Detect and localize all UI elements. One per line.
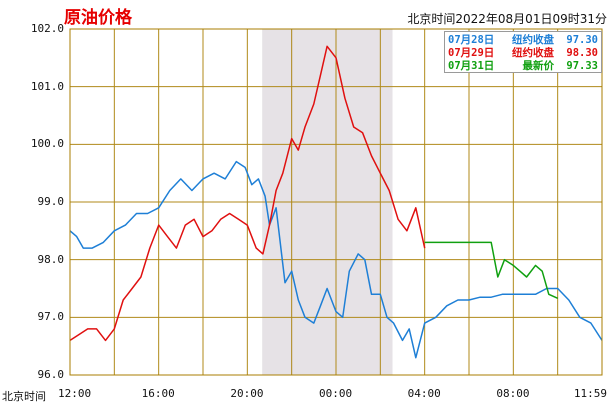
series-line-1 bbox=[69, 160, 603, 359]
legend-row-jul31: 07月31日 最新价 97.33 bbox=[448, 59, 598, 73]
y-tick-label: 98.0 bbox=[37, 252, 65, 266]
chart-title: 原油价格 bbox=[64, 8, 132, 28]
x-tick-label: 12:00 bbox=[58, 387, 92, 400]
series-layer bbox=[69, 45, 603, 359]
series-line-2 bbox=[69, 45, 426, 342]
y-tick-label: 99.0 bbox=[37, 195, 65, 208]
legend-value: 98.30 bbox=[566, 47, 598, 59]
legend-value: 97.30 bbox=[566, 34, 598, 46]
legend-label: 纽约收盘 bbox=[512, 47, 554, 59]
legend-row-jul28: 07月28日 纽约收盘 97.30 bbox=[448, 33, 598, 47]
x-axis-title: 北京时间 bbox=[2, 390, 46, 403]
y-tick-label: 100.0 bbox=[30, 137, 64, 151]
legend: 07月28日 纽约收盘 97.30 07月29日 纽约收盘 98.30 07月3… bbox=[444, 31, 602, 73]
legend-date: 07月29日 bbox=[448, 47, 495, 59]
legend-label: 最新价 bbox=[522, 60, 555, 72]
series-line-3 bbox=[424, 241, 559, 299]
legend-value: 97.33 bbox=[566, 60, 598, 72]
y-tick-label: 102.0 bbox=[30, 22, 64, 35]
y-tick-label: 97.0 bbox=[37, 310, 65, 324]
y-tick-label: 96.0 bbox=[37, 368, 65, 381]
x-tick-label: 00:00 bbox=[319, 387, 353, 400]
legend-date: 07月28日 bbox=[448, 34, 495, 46]
x-tick-label: 04:00 bbox=[407, 387, 441, 400]
x-tick-label: 11:59 bbox=[573, 387, 607, 400]
x-tick-label: 16:00 bbox=[141, 387, 175, 400]
legend-label: 纽约收盘 bbox=[512, 34, 554, 46]
x-tick-label: 20:00 bbox=[230, 387, 264, 400]
legend-date: 07月31日 bbox=[448, 60, 495, 72]
beijing-timestamp: 北京时间2022年08月01日09时31分 bbox=[407, 12, 607, 26]
y-tick-label: 101.0 bbox=[30, 79, 64, 93]
legend-row-jul29: 07月29日 纽约收盘 98.30 bbox=[448, 46, 598, 60]
x-tick-label: 08:00 bbox=[496, 387, 530, 400]
plot-area-frame bbox=[69, 28, 603, 376]
